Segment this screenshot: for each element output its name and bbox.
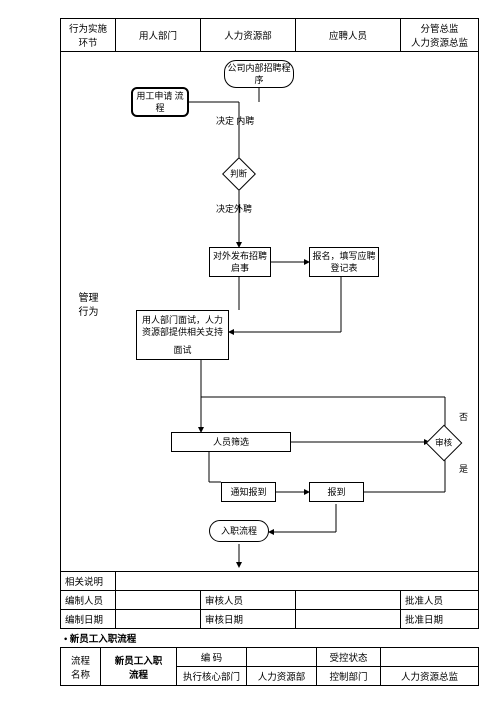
col-h5: 分管总监 人力资源总监 [401,19,479,52]
i2c5: 控制部门 [317,667,381,686]
col-h3: 人力资源部 [201,19,296,52]
label-audit-yes: 是 [459,462,468,475]
f2c3: 审核人员 [201,591,296,610]
f3c3: 审核日期 [201,610,296,629]
i1c3: 编 码 [177,648,247,667]
node-screen: 人员筛选 [171,432,291,452]
flow-area: 管理 行为 [61,52,478,571]
f1c1: 相关说明 [61,572,116,591]
section-bullet: • 新员工入职流程 [60,629,478,647]
col-h2: 用人部门 [116,19,201,52]
label-dec-external: 决定外聘 [216,202,252,215]
node-onboard: 入职流程 [209,520,269,542]
f2c4 [296,591,401,610]
node-apply: 用工申请 流程 [131,87,189,117]
node-notify: 通知报到 [221,482,276,502]
f2c1: 编制人员 [61,591,116,610]
f1rest [116,572,479,591]
node-audit-text: 审核 [435,437,452,449]
f2c2 [116,591,201,610]
i1c4 [247,648,317,667]
page: 行为实施 环节 用人部门 人力资源部 应聘人员 分管总监 人力资源总监 管理 行… [0,0,500,707]
header-row: 行为实施 环节 用人部门 人力资源部 应聘人员 分管总监 人力资源总监 [61,19,479,52]
info-row-1: 流程 名称 新员工入职 流程 编 码 受控状态 [61,648,479,667]
node-interview: 用人部门面试，人力资源部提供相关支持 面试 [136,310,229,360]
f3c1: 编制日期 [61,610,116,629]
i1c2: 新员工入职 流程 [101,648,177,686]
main-table: 行为实施 环节 用人部门 人力资源部 应聘人员 分管总监 人力资源总监 管理 行… [60,18,479,629]
i1c5: 受控状态 [317,648,381,667]
f3c4 [296,610,401,629]
node-decide: 判断 [222,157,256,191]
label-audit-no: 否 [459,410,468,423]
col-h1: 行为实施 环节 [61,19,116,52]
f2c5: 批准人员 [401,591,479,610]
node-report: 报到 [309,482,364,502]
i2c4: 人力资源部 [247,667,317,686]
node-audit: 审核 [426,425,463,462]
flow-row: 管理 行为 [61,52,479,572]
node-decide-text: 判断 [230,168,247,180]
f3c2 [116,610,201,629]
col-h4: 应聘人员 [296,19,401,52]
label-dec-internal: 决定 内聘 [216,114,254,127]
sheet: 行为实施 环节 用人部门 人力资源部 应聘人员 分管总监 人力资源总监 管理 行… [60,18,478,686]
footer-row-1: 相关说明 [61,572,479,591]
i1c6 [381,648,479,667]
footer-row-2: 编制人员 审核人员 批准人员 [61,591,479,610]
i2c3: 执行核心部门 [177,667,247,686]
info-table: 流程 名称 新员工入职 流程 编 码 受控状态 执行核心部门 人力资源部 控制部… [60,647,479,686]
node-register: 报名，填写应聘登记表 [309,247,379,277]
node-internal-prog: 公司内部招聘程序 [224,60,294,88]
footer-row-3: 编制日期 审核日期 批准日期 [61,610,479,629]
node-interview-label: 面试 [139,344,226,356]
row-label: 管理 行为 [61,292,116,320]
f3c5: 批准日期 [401,610,479,629]
node-interview-text: 用人部门面试，人力资源部提供相关支持 [139,314,226,338]
flow-cell: 管理 行为 [61,52,479,572]
i1c1: 流程 名称 [61,648,101,686]
node-publish: 对外发布招聘启事 [209,247,271,277]
i2c6: 人力资源总监 [381,667,479,686]
